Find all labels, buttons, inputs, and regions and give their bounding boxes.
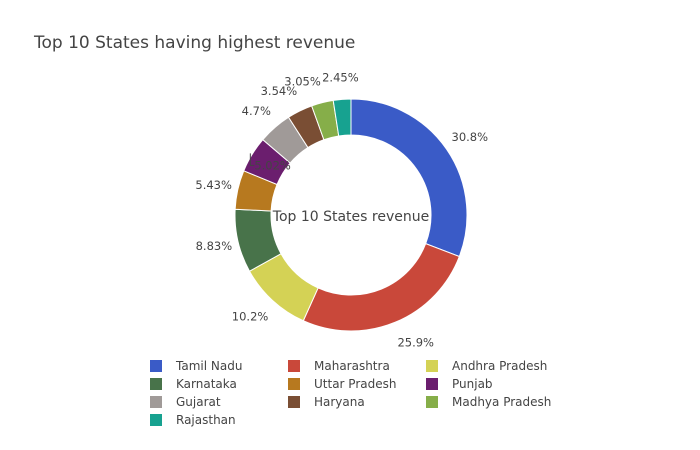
legend-swatch bbox=[288, 360, 300, 372]
chart-title: Top 10 States having highest revenue bbox=[34, 33, 356, 53]
slice-tamil-nadu[interactable] bbox=[350, 98, 468, 258]
legend-swatch bbox=[288, 378, 300, 390]
legend-label: Karnataka bbox=[176, 377, 237, 391]
slice-label-rajasthan: 2.45% bbox=[322, 70, 359, 84]
legend-item-rajasthan[interactable]: Rajasthan bbox=[150, 413, 236, 427]
slice-maharashtra[interactable] bbox=[302, 242, 460, 332]
slice-label-maharashtra: 25.9% bbox=[397, 336, 434, 350]
label-leader-lines bbox=[249, 153, 255, 166]
legend-label: Maharashtra bbox=[314, 359, 390, 373]
legend-label: Madhya Pradesh bbox=[452, 395, 552, 409]
legend-swatch bbox=[150, 360, 162, 372]
legend-label: Andhra Pradesh bbox=[452, 359, 548, 373]
legend-swatch bbox=[288, 396, 300, 408]
legend-swatch bbox=[426, 360, 438, 372]
legend-item-karnataka[interactable]: Karnataka bbox=[150, 377, 237, 391]
legend-item-uttar-pradesh[interactable]: Uttar Pradesh bbox=[288, 377, 396, 391]
donut-slices bbox=[234, 98, 468, 332]
slice-label-tamil-nadu: 30.8% bbox=[452, 130, 489, 144]
legend-swatch bbox=[150, 396, 162, 408]
legend-item-madhya-pradesh[interactable]: Madhya Pradesh bbox=[426, 395, 551, 409]
legend-item-haryana[interactable]: Haryana bbox=[288, 395, 365, 409]
legend-label: Tamil Nadu bbox=[176, 359, 243, 373]
legend-label: Gujarat bbox=[176, 395, 221, 409]
slice-label-madhya-pradesh: 3.05% bbox=[284, 74, 321, 88]
legend-swatch bbox=[150, 414, 162, 426]
legend-swatch bbox=[426, 378, 438, 390]
legend-label: Haryana bbox=[314, 395, 365, 409]
legend-item-maharashtra[interactable]: Maharashtra bbox=[288, 359, 390, 373]
slice-label-punjab: 5.02% bbox=[254, 158, 291, 172]
legend-label: Uttar Pradesh bbox=[314, 377, 397, 391]
slice-label-uttar-pradesh: 5.43% bbox=[195, 178, 232, 192]
leader-line-punjab bbox=[249, 153, 255, 166]
slice-label-haryana: 3.54% bbox=[261, 84, 298, 98]
legend-label: Rajasthan bbox=[176, 413, 236, 427]
legend-swatch bbox=[426, 396, 438, 408]
legend-item-gujarat[interactable]: Gujarat bbox=[150, 395, 221, 409]
legend-swatch bbox=[150, 378, 162, 390]
slice-labels: 30.8% 25.9% 10.2% 8.83% 5.43% 5.02% 4.7% 3.54%3… bbox=[195, 70, 488, 349]
slice-label-andhra-pradesh: 10.2% bbox=[232, 309, 269, 323]
legend-item-punjab[interactable]: Punjab bbox=[426, 377, 493, 391]
slice-label-karnataka: 8.83% bbox=[196, 239, 233, 253]
legend-item-tamil-nadu[interactable]: Tamil Nadu bbox=[150, 359, 242, 373]
legend-label: Punjab bbox=[452, 377, 493, 391]
center-label: Top 10 States revenue bbox=[272, 209, 429, 225]
slice-rajasthan[interactable] bbox=[332, 98, 352, 137]
legend-item-andhra-pradesh[interactable]: Andhra Pradesh bbox=[426, 359, 547, 373]
slice-label-gujarat: 4.7% bbox=[242, 104, 271, 118]
